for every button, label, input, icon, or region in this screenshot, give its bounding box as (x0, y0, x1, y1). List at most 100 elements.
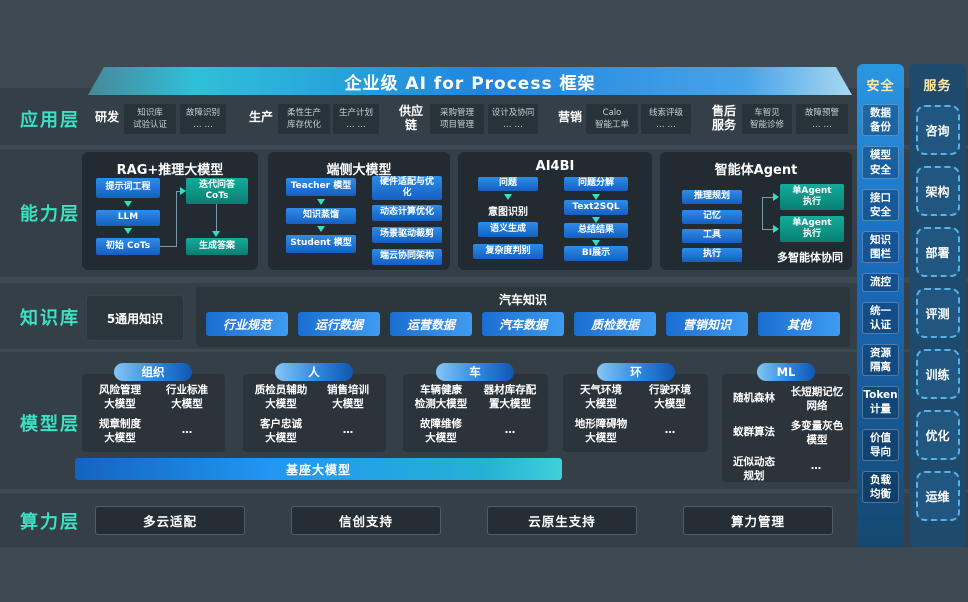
model-item: 蚁群算法 (733, 426, 775, 438)
model-group-org-pill: 组织 (114, 363, 192, 381)
app-card-line: 智能诊修 (749, 120, 784, 130)
agent-step-planning: 推理规划 (682, 190, 742, 204)
edge-feature-scenario-pruning: 场景驱动裁剪 (372, 227, 442, 243)
edge-step-distill: 知识蒸馏 (286, 208, 356, 224)
arrow-down-icon (504, 194, 512, 200)
arrow-right-icon (180, 187, 186, 195)
ai4bi-step-text2sql: Text2SQL (564, 200, 628, 215)
security-item: 统一 认证 (862, 301, 899, 334)
app-card: 故障预警 … … (796, 104, 848, 134)
app-card-line: 采购管理 (439, 107, 474, 118)
model-group-vehicle-pill: 车 (436, 363, 514, 381)
app-card-line: 线索评级 (648, 107, 683, 118)
rag-step-llm: LLM (96, 210, 160, 226)
agent-single-exec-1: 单Agent 执行 (780, 184, 844, 210)
security-item: 接口 安全 (862, 188, 899, 222)
security-item: 价值 导向 (862, 428, 899, 461)
app-card-line: … … (503, 120, 523, 130)
knowledge-button: 运行数据 (298, 312, 380, 336)
arrow-down-icon (124, 228, 132, 234)
app-group-aftersales-label: 售后 服务 (711, 104, 736, 133)
edge-feature-hardware: 硬件适配与优 化 (372, 176, 442, 200)
connector-line (762, 197, 763, 230)
connector-line (762, 197, 774, 198)
connector-line (160, 246, 176, 247)
arrow-down-icon (317, 226, 325, 232)
model-group-ml-panel: 随机森林 长短期记忆 网络 蚁群算法 多变量灰色 模型 近似动态 规划 … (722, 374, 850, 482)
model-item: 质检员辅助 大模型 (254, 384, 308, 410)
model-item: 车辆健康 检测大模型 (414, 384, 468, 410)
rag-step-prompt: 提示词工程 (96, 178, 160, 198)
model-item: 客户忠诚 大模型 (260, 418, 302, 444)
app-card: 车智见 智能诊修 (742, 104, 792, 134)
model-item: 地形障碍物 大模型 (574, 418, 628, 444)
connector-line (216, 204, 217, 232)
model-layer-label: 模型层 (20, 414, 80, 435)
ai4bi-step-bi-display: BI展示 (564, 246, 628, 261)
security-item: 负载 均衡 (862, 470, 899, 504)
arrow-down-icon (317, 199, 325, 205)
edge-step-teacher: Teacher 模型 (286, 178, 356, 196)
rag-step-iterative-cots: 迭代问答 CoTs (186, 178, 248, 204)
ai4bi-step-summarize: 总结结果 (564, 223, 628, 238)
app-card-line: 故障识别 (185, 107, 220, 118)
model-group-ml-pill: ML (757, 363, 815, 381)
app-card-line: 智能工单 (594, 120, 629, 130)
app-card-line: … … (193, 120, 213, 130)
knowledge-button-row: 行业规范 运行数据 运营数据 汽车数据 质检数据 营销知识 其他 (196, 312, 850, 336)
app-card-line: … … (346, 120, 366, 130)
edge-panel-title: 端侧大模型 (326, 163, 392, 178)
app-card-line: 柔性生产 (286, 107, 321, 118)
arrow-down-icon (592, 240, 600, 246)
model-item: 近似动态 规划 (733, 456, 775, 482)
app-group-marketing-label: 营销 (557, 110, 582, 124)
app-card-line: 车智见 (754, 107, 780, 118)
security-item: 知识 围栏 (862, 231, 899, 264)
app-card-line: … … (656, 120, 676, 130)
arrow-down-icon (592, 217, 600, 223)
app-card: 生产计划 … … (333, 104, 379, 134)
agent-single-exec-2: 单Agent 执行 (780, 216, 844, 242)
model-group-env-panel: 天气环境 大模型 行驶环境 大模型 地形障碍物 大模型 … (563, 374, 708, 452)
edge-model-panel: 端侧大模型 Teacher 模型 知识蒸馏 Student 模型 硬件适配与优 … (268, 152, 450, 270)
auto-knowledge-title: 汽车知识 (498, 293, 547, 307)
arrow-right-icon (773, 225, 779, 233)
model-item-more: … (664, 424, 676, 436)
compute-cloudnative-button: 云原生支持 (487, 506, 637, 535)
app-card-line: 库存优化 (286, 120, 321, 130)
security-item: 模型 安全 (862, 146, 899, 179)
agent-step-execution: 执行 (682, 248, 742, 262)
arrow-down-icon (124, 201, 132, 207)
security-column: 安全 数据 备份 模型 安全 接口 安全 知识 围栏 流控 统一 认证 资源 隔… (857, 64, 904, 547)
security-item: Token 计量 (862, 386, 899, 419)
model-item: 行业标准 大模型 (166, 384, 208, 410)
service-item: 咨询 (915, 105, 960, 155)
model-item: 天气环境 大模型 (580, 384, 622, 410)
service-item: 部署 (915, 227, 960, 277)
app-card: 知识库 试验认证 (124, 104, 176, 134)
ai4bi-step-complexity: 复杂度判别 (473, 244, 543, 259)
model-item: 风险管理 大模型 (99, 384, 141, 410)
edge-step-student: Student 模型 (286, 235, 356, 253)
agent-panel: 智能体Agent 推理规划 记忆 工具 执行 单Agent 执行 单Agent … (660, 152, 852, 270)
service-item: 架构 (915, 166, 960, 216)
arrow-right-icon (773, 193, 779, 201)
ai4bi-step-decompose: 问题分解 (564, 177, 628, 191)
service-item: 运维 (915, 471, 960, 521)
app-card-line: … … (812, 120, 832, 130)
app-card-line: 生产计划 (338, 107, 373, 118)
security-item: 数据 备份 (862, 104, 899, 137)
connector-line (176, 191, 181, 192)
edge-feature-dynamic-compute: 动态计算优化 (372, 205, 442, 221)
app-card: 采购管理 项目管理 (430, 104, 484, 134)
compute-management-button: 算力管理 (683, 506, 833, 535)
knowledge-button: 其他 (758, 312, 840, 336)
connector-line (762, 229, 774, 230)
service-item: 训练 (915, 349, 960, 399)
capability-layer-label: 能力层 (20, 204, 80, 225)
ai4bi-step-semantic: 语义生成 (478, 222, 538, 237)
compute-xinchuang-button: 信创支持 (291, 506, 441, 535)
app-card-line: 知识库 (137, 107, 163, 118)
app-card-line: 故障预警 (804, 107, 839, 118)
agent-step-tools: 工具 (682, 229, 742, 243)
